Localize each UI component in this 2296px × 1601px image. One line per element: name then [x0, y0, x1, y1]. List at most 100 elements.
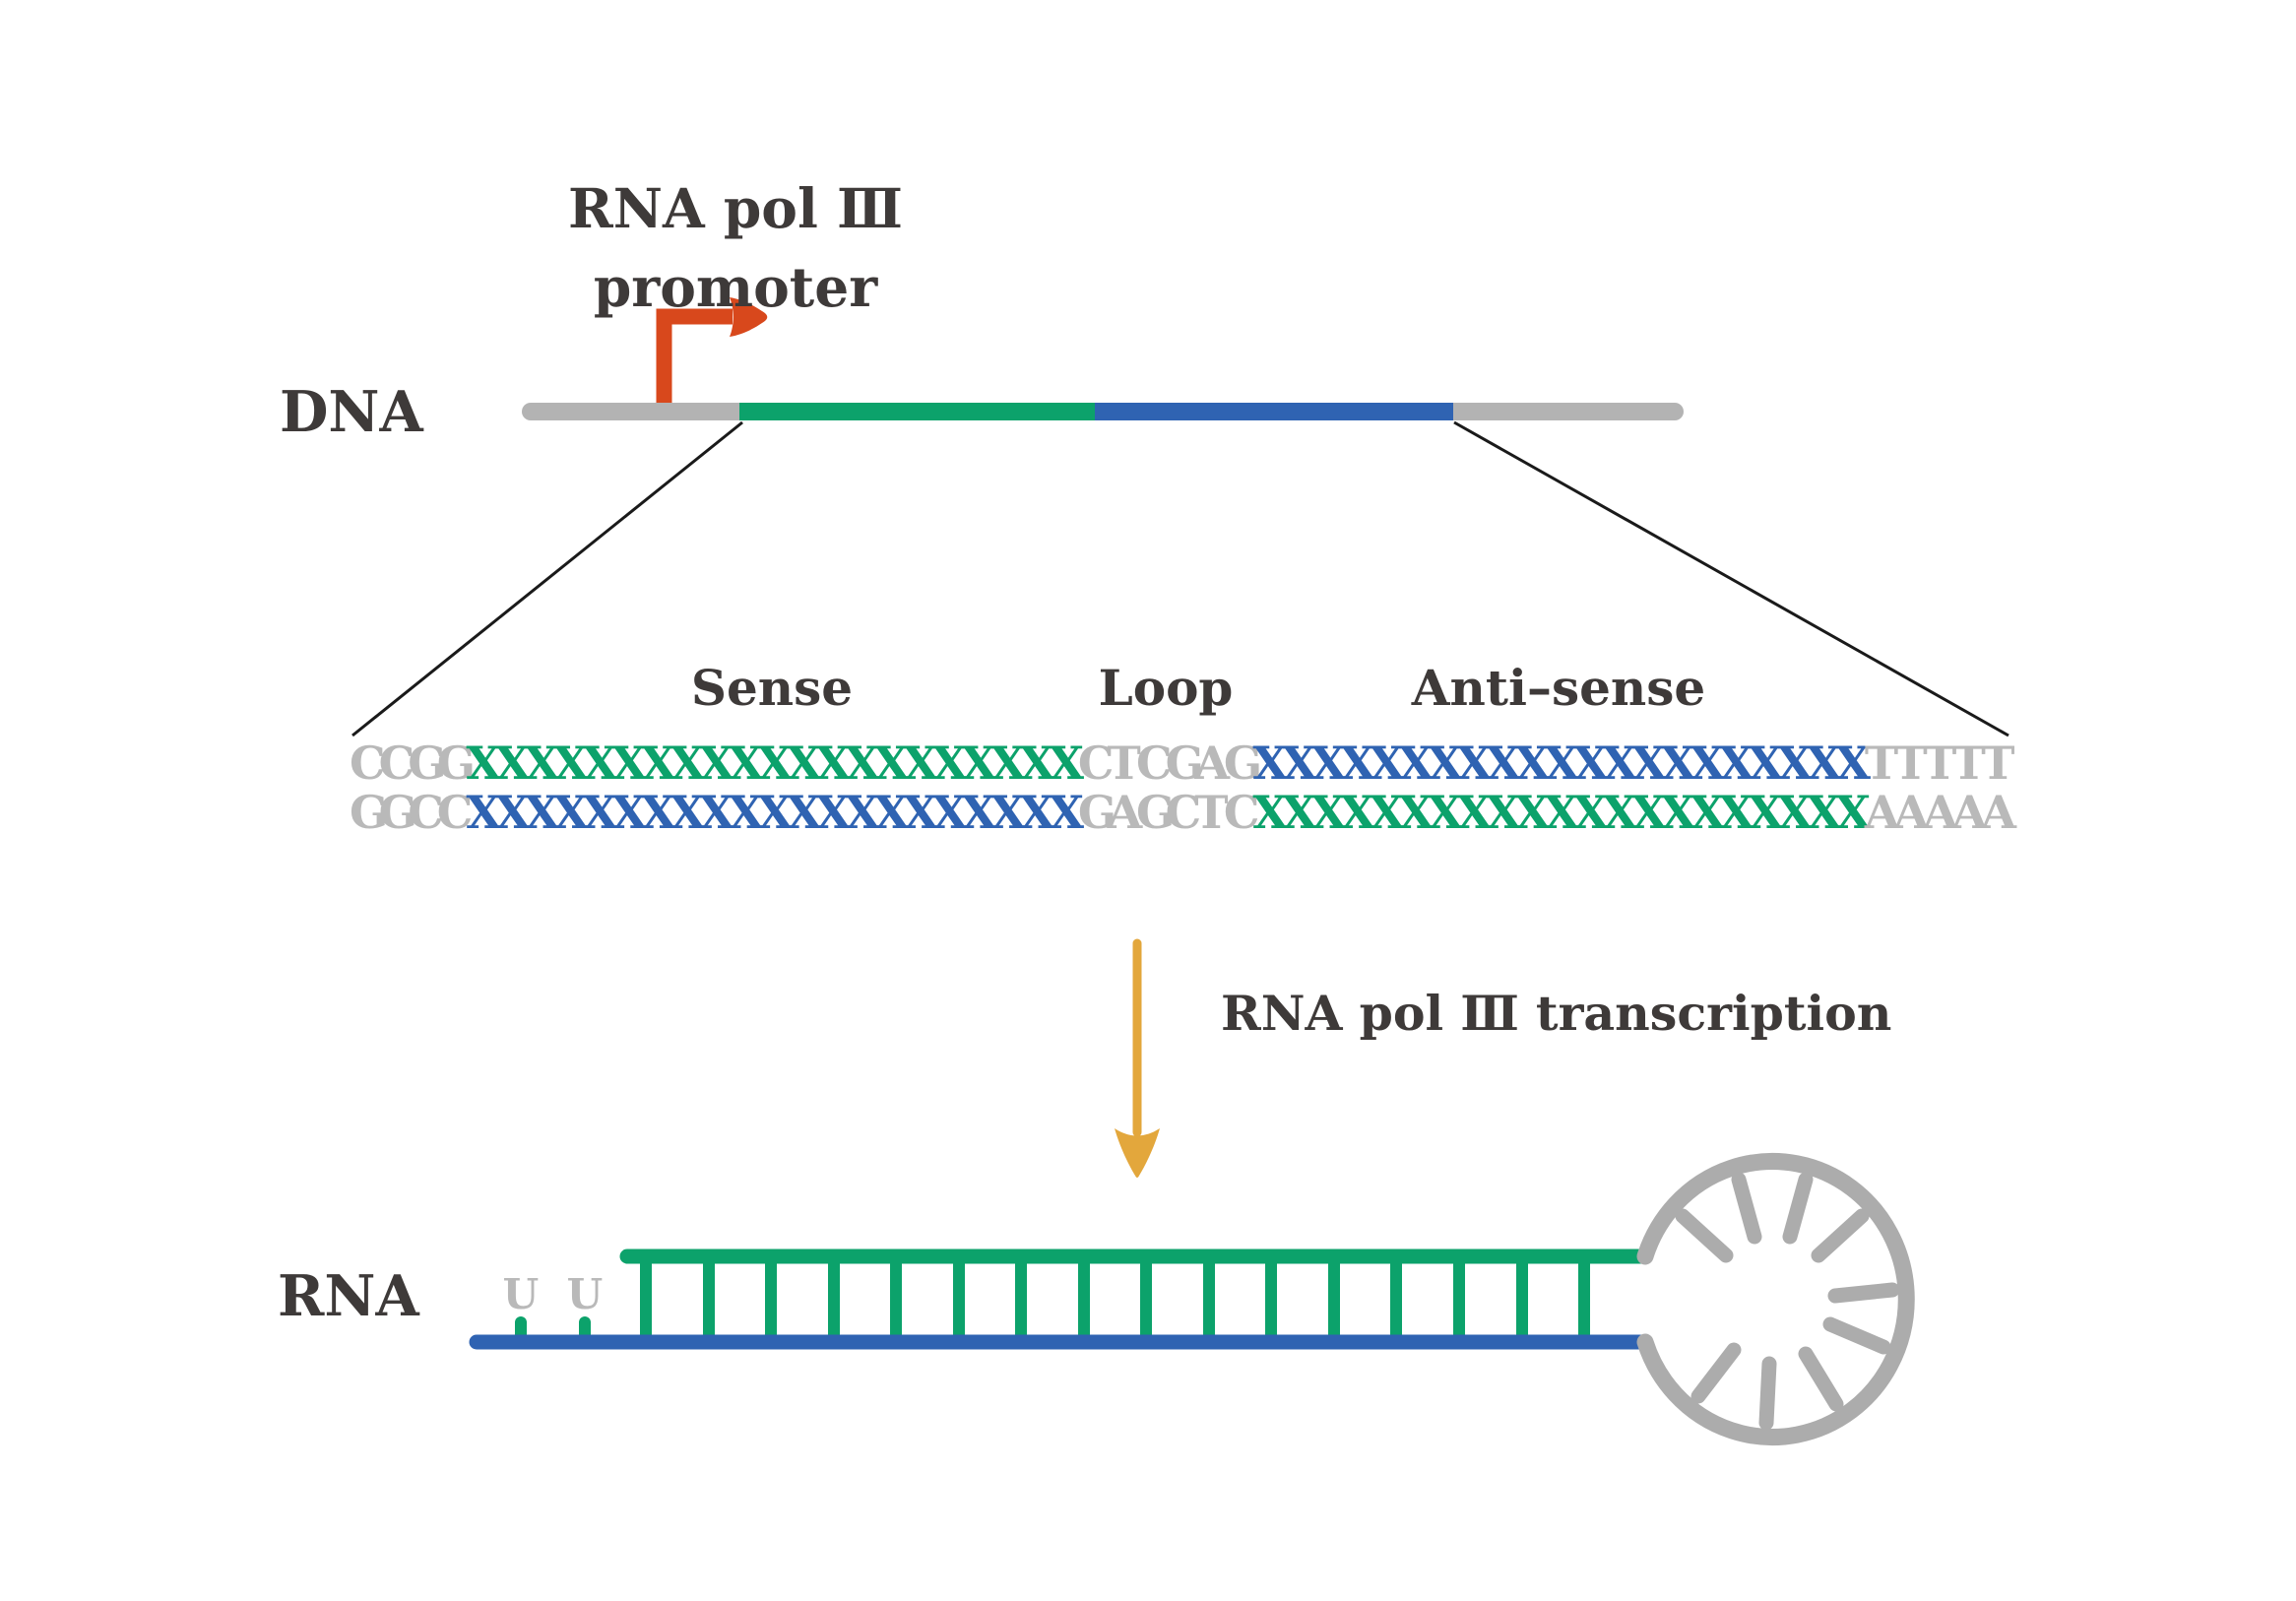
nucleotide: T: [1951, 736, 1986, 790]
nucleotide: X: [1660, 736, 1696, 790]
promoter-arrow-icon: [656, 297, 768, 410]
nucleotide: C: [1165, 786, 1202, 839]
dna-sense-segment: [739, 403, 1095, 420]
loop-base-spoke: [1811, 1208, 1870, 1263]
nucleotide: X: [1252, 736, 1289, 790]
loop-region-label: Loop: [1098, 659, 1234, 717]
nucleotide: X: [1690, 786, 1726, 839]
nucleotide: G: [436, 736, 477, 790]
nucleotide: X: [728, 786, 764, 839]
nucleotide: A: [1194, 736, 1230, 790]
callout-line-right: [1453, 420, 2009, 737]
nucleotide: X: [670, 786, 706, 839]
nucleotide: T: [1923, 736, 1957, 790]
uridine-overhang-letter: U: [566, 1270, 604, 1318]
nucleotide: X: [1049, 736, 1084, 790]
promoter-title-line1: RNA pol Ⅲ: [568, 176, 903, 240]
nucleotide: X: [903, 736, 938, 790]
nucleotide: G: [378, 786, 417, 839]
nucleotide: X: [524, 736, 560, 790]
nucleotide: A: [1864, 786, 1900, 839]
nucleotide: X: [815, 786, 852, 839]
nucleotide: X: [611, 786, 648, 839]
nucleotide: X: [611, 736, 648, 790]
nucleotide: T: [1107, 736, 1141, 790]
nucleotide: C: [378, 736, 415, 790]
nucleotide: X: [466, 736, 502, 790]
nucleotide: X: [990, 786, 1026, 839]
nucleotide: X: [1718, 736, 1754, 790]
nucleotide: X: [1456, 736, 1493, 790]
loop-base-spoke: [1822, 1316, 1891, 1355]
nucleotide: X: [1486, 736, 1521, 790]
nucleotide: X: [699, 786, 734, 839]
nucleotide: X: [1631, 736, 1667, 790]
sequence-row-top: CCGGXXXXXXXXXXXXXXXXXXXXXCTCGAGXXXXXXXXX…: [350, 736, 2014, 790]
nucleotide: X: [494, 736, 531, 790]
nucleotide: X: [1456, 786, 1493, 839]
nucleotide: X: [1252, 786, 1289, 839]
rna-loop-ring: [1636, 1153, 1915, 1445]
nucleotide: C: [1223, 786, 1260, 839]
callout-line-left: [351, 420, 743, 737]
nucleotide: A: [1981, 786, 2016, 839]
nucleotide: X: [1572, 736, 1609, 790]
loop-base-spoke: [1731, 1172, 1762, 1245]
nucleotide: X: [1806, 786, 1842, 839]
nucleotide: X: [1427, 736, 1463, 790]
nucleotide: A: [1951, 786, 1988, 839]
nucleotide: X: [1602, 736, 1638, 790]
nucleotide: X: [582, 736, 618, 790]
nucleotide: X: [640, 736, 676, 790]
promoter-arrow-shaft: [656, 308, 733, 410]
nucleotide: T: [1893, 736, 1928, 790]
nucleotide: G: [1223, 736, 1263, 790]
transcription-label: RNA pol Ⅲ transcription: [1221, 985, 1892, 1042]
nucleotide: G: [408, 736, 447, 790]
nucleotide: T: [1194, 786, 1229, 839]
nucleotide: X: [553, 786, 589, 839]
rna-label: RNA: [278, 1263, 419, 1329]
nucleotide: X: [728, 736, 764, 790]
nucleotide: X: [670, 736, 706, 790]
nucleotide: X: [961, 736, 997, 790]
nucleotide: X: [1310, 736, 1347, 790]
nucleotide: X: [1514, 786, 1551, 839]
nucleotide: X: [961, 786, 997, 839]
nucleotide: X: [903, 786, 938, 839]
dna-bar: [522, 403, 1684, 420]
nucleotide: X: [873, 786, 910, 839]
loop-base-spoke: [1758, 1356, 1777, 1431]
nucleotide: X: [1369, 736, 1405, 790]
nucleotide: X: [1340, 736, 1375, 790]
nucleotide: X: [845, 786, 880, 839]
nucleotide: X: [1514, 736, 1551, 790]
nucleotide: X: [1631, 786, 1667, 839]
nucleotide: X: [1748, 736, 1784, 790]
nucleotide: X: [1544, 786, 1580, 839]
transcription-arrow-icon: [1115, 938, 1160, 1178]
nucleotide: C: [350, 736, 386, 790]
nucleotide: X: [1806, 736, 1842, 790]
nucleotide: X: [466, 786, 502, 839]
nucleotide: X: [1660, 786, 1696, 839]
nucleotide: X: [553, 736, 589, 790]
nucleotide: X: [1019, 736, 1055, 790]
nucleotide: X: [757, 786, 794, 839]
nucleotide: X: [1544, 736, 1580, 790]
nucleotide: X: [1602, 786, 1638, 839]
nucleotide: X: [786, 786, 822, 839]
loop-base-spoke: [1782, 1172, 1814, 1245]
uridine-overhang-letter: U: [502, 1270, 540, 1318]
transcription-arrow-head: [1115, 1128, 1160, 1178]
base-pair-rungs: [640, 1256, 1590, 1342]
nucleotide: A: [1107, 786, 1143, 839]
nucleotide: X: [1777, 786, 1813, 839]
nucleotide: X: [1369, 786, 1405, 839]
loop-base-spoke: [1690, 1342, 1742, 1404]
nucleotide: X: [990, 736, 1026, 790]
loop-base-spoke: [1798, 1346, 1844, 1412]
sense-region-label: Sense: [690, 659, 854, 717]
nucleotide: X: [1019, 786, 1055, 839]
